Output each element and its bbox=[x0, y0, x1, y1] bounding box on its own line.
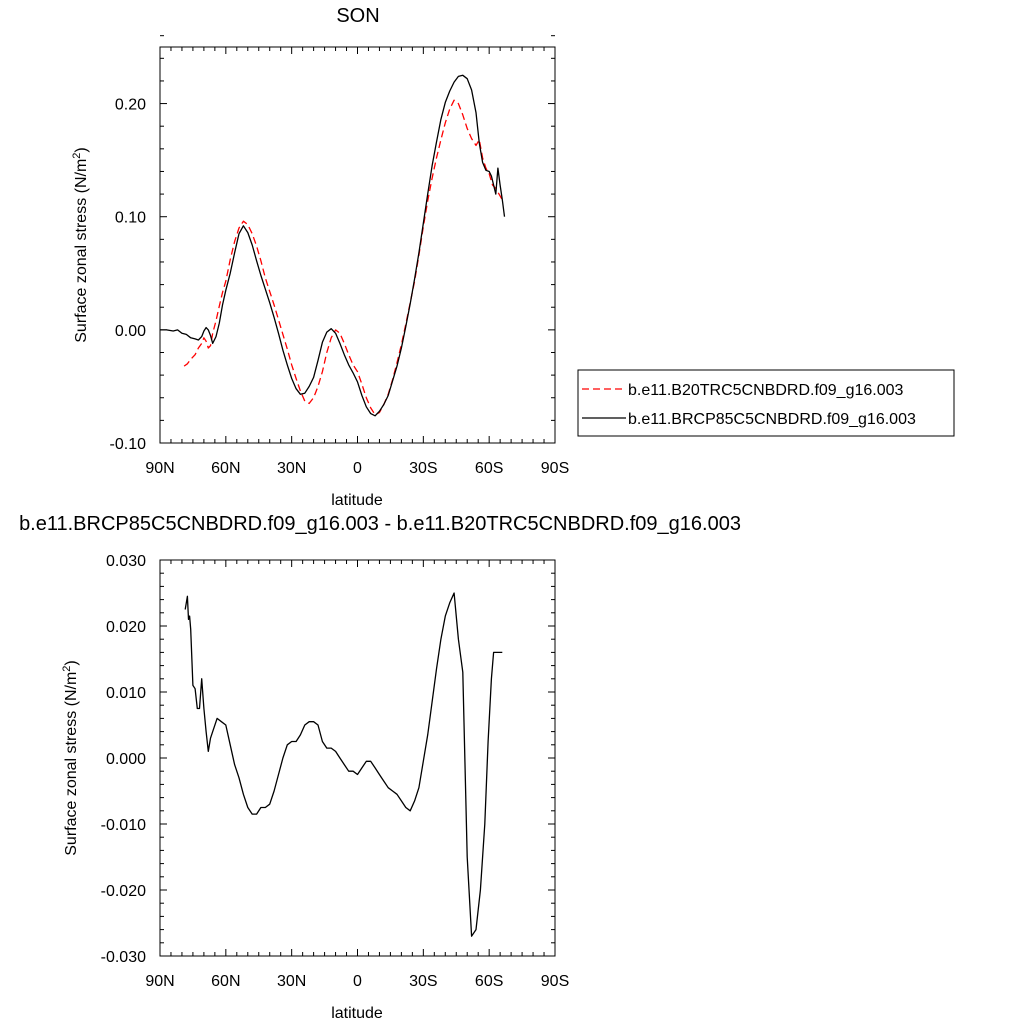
x-tick-label: 90N bbox=[145, 973, 174, 990]
x-tick-label: 60S bbox=[475, 460, 503, 477]
x-axis-label: latitude bbox=[331, 1005, 383, 1022]
x-tick-label: 90S bbox=[541, 460, 569, 477]
x-tick-labels: 90N 60N 30N 0 30S 60S 90S bbox=[145, 460, 569, 477]
x-tick-label: 30N bbox=[277, 460, 306, 477]
y-axis-label: Surface zonal stress (N/m2) bbox=[71, 147, 90, 343]
x-tick-label: 60S bbox=[475, 973, 503, 990]
y-axis-label: Surface zonal stress (N/m2) bbox=[61, 660, 80, 856]
x-tick-label: 30N bbox=[277, 973, 306, 990]
y-tick-label: -0.020 bbox=[101, 883, 146, 900]
y-tick-label: 0.000 bbox=[106, 751, 146, 768]
y-tick-label: 0.010 bbox=[106, 685, 146, 702]
x-tick-label: 30S bbox=[409, 460, 437, 477]
x-tick-labels: 90N 60N 30N 0 30S 60S 90S bbox=[145, 973, 569, 990]
series-line bbox=[183, 99, 503, 416]
x-tick-label: 60N bbox=[211, 460, 240, 477]
panel-son: SON -0.100.000.100.20 90N 60N 30N 0 30S 60S 90… bbox=[71, 5, 955, 509]
plot-frame bbox=[159, 559, 556, 957]
x-tick-label: 0 bbox=[353, 973, 362, 990]
plot-frame bbox=[159, 46, 556, 444]
x-tick-label: 30S bbox=[409, 973, 437, 990]
series-lines bbox=[160, 74, 506, 417]
x-tick-label: 60N bbox=[211, 973, 240, 990]
legend-label: b.e11.B20TRC5CNBDRD.f09_g16.003 bbox=[628, 382, 904, 399]
tick-marks bbox=[159, 559, 556, 957]
series-lines bbox=[184, 592, 503, 937]
y-tick-label: 0.020 bbox=[106, 619, 146, 636]
panel-difference: b.e11.BRCP85C5CNBDRD.f09_g16.003 - b.e11… bbox=[19, 513, 741, 1022]
legend: b.e11.B20TRC5CNBDRD.f09_g16.003 b.e11.BR… bbox=[577, 369, 955, 437]
y-tick-label: -0.030 bbox=[101, 949, 146, 966]
x-tick-label: 0 bbox=[353, 460, 362, 477]
y-tick-label: 0.030 bbox=[106, 553, 146, 570]
y-tick-labels: -0.10 0.00 0.10 0.20 bbox=[110, 97, 147, 453]
y-tick-label: -0.10 bbox=[110, 436, 147, 453]
y-tick-label: -0.010 bbox=[101, 817, 146, 834]
x-tick-label: 90S bbox=[541, 973, 569, 990]
x-tick-label: 90N bbox=[145, 460, 174, 477]
y-tick-label: 0.10 bbox=[115, 210, 146, 227]
series-line bbox=[184, 592, 503, 937]
legend-label: b.e11.BRCP85C5CNBDRD.f09_g16.003 bbox=[628, 411, 916, 428]
y-tick-label: 0.00 bbox=[115, 323, 146, 340]
series-line bbox=[160, 74, 506, 417]
chart-title: SON bbox=[336, 5, 379, 27]
y-tick-labels: -0.030 -0.020 -0.010 0.000 0.010 0.020 0.030 bbox=[101, 553, 146, 966]
x-axis-label: latitude bbox=[331, 492, 383, 509]
legend-box bbox=[577, 369, 955, 437]
chart-title: b.e11.BRCP85C5CNBDRD.f09_g16.003 - b.e11… bbox=[19, 513, 741, 535]
y-tick-label: 0.20 bbox=[115, 97, 146, 114]
